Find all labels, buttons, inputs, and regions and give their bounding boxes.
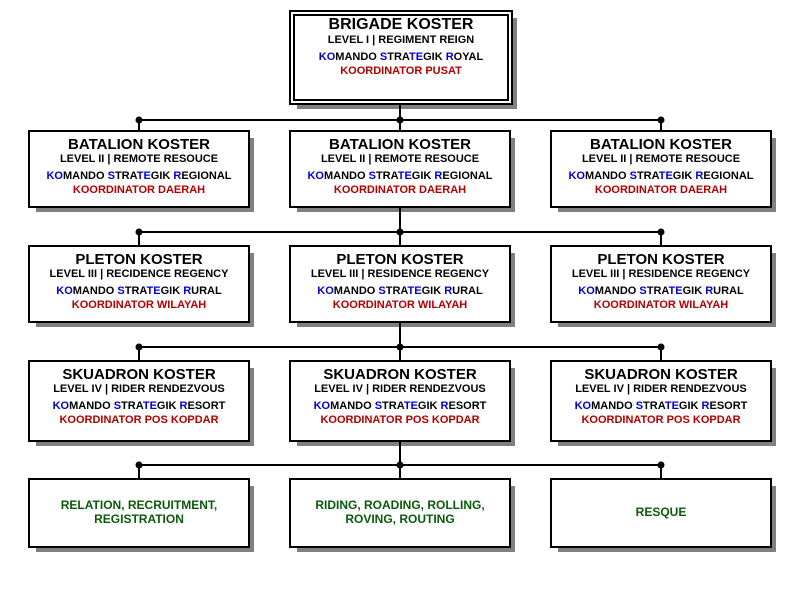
node-bottom-3: RESQUE — [550, 478, 772, 548]
pleton-sub: LEVEL III | RESIDENCE REGENCY — [558, 268, 764, 281]
skuadron-ko: KOMANDO STRATEGIK RESORT — [53, 400, 226, 413]
pleton-ko: KOMANDO STRATEGIK RURAL — [317, 285, 482, 298]
pleton-sub: LEVEL III | RECIDENCE REGENCY — [36, 268, 242, 281]
skuadron-ko: KOMANDO STRATEGIK RESORT — [575, 400, 748, 413]
skuadron-red: KOORDINATOR POS KOPDAR — [36, 414, 242, 427]
pleton-title: PLETON KOSTER — [36, 251, 242, 268]
pleton-ko: KOMANDO STRATEGIK RURAL — [56, 285, 221, 298]
batalion-ko: KOMANDO STRATEGIK REGIONAL — [568, 170, 753, 183]
pleton-red: KOORDINATOR WILAYAH — [36, 299, 242, 312]
node-bottom-1: RELATION, RECRUITMENT, REGISTRATION — [28, 478, 250, 548]
node-pleton-2: PLETON KOSTER LEVEL III | RESIDENCE REGE… — [289, 245, 511, 323]
skuadron-red: KOORDINATOR POS KOPDAR — [297, 414, 503, 427]
skuadron-ko: KOMANDO STRATEGIK RESORT — [314, 400, 487, 413]
batalion-title: BATALION KOSTER — [558, 136, 764, 153]
node-batalion-2: BATALION KOSTER LEVEL II | REMOTE RESOUC… — [289, 130, 511, 208]
node-skuadron-2: SKUADRON KOSTER LEVEL IV | RIDER RENDEZV… — [289, 360, 511, 442]
node-bottom-2: RIDING, ROADING, ROLLING, ROVING, ROUTIN… — [289, 478, 511, 548]
node-pleton-3: PLETON KOSTER LEVEL III | RESIDENCE REGE… — [550, 245, 772, 323]
brigade-title: BRIGADE KOSTER — [297, 16, 505, 34]
node-pleton-1: PLETON KOSTER LEVEL III | RECIDENCE REGE… — [28, 245, 250, 323]
skuadron-title: SKUADRON KOSTER — [297, 366, 503, 383]
bottom-label: RIDING, ROADING, ROLLING, ROVING, ROUTIN… — [297, 499, 503, 527]
brigade-sub: LEVEL I | REGIMENT REIGN — [297, 34, 505, 47]
pleton-sub: LEVEL III | RESIDENCE REGENCY — [297, 268, 503, 281]
batalion-red: KOORDINATOR DAERAH — [36, 184, 242, 197]
batalion-sub: LEVEL II | REMOTE RESOUCE — [297, 153, 503, 166]
batalion-ko: KOMANDO STRATEGIK REGIONAL — [46, 170, 231, 183]
node-brigade: BRIGADE KOSTER LEVEL I | REGIMENT REIGN … — [289, 10, 513, 105]
skuadron-sub: LEVEL IV | RIDER RENDEZVOUS — [558, 383, 764, 396]
brigade-ko: KOMANDO STRATEGIK ROYAL — [319, 51, 483, 64]
node-skuadron-3: SKUADRON KOSTER LEVEL IV | RIDER RENDEZV… — [550, 360, 772, 442]
batalion-ko: KOMANDO STRATEGIK REGIONAL — [307, 170, 492, 183]
node-batalion-3: BATALION KOSTER LEVEL II | REMOTE RESOUC… — [550, 130, 772, 208]
pleton-title: PLETON KOSTER — [558, 251, 764, 268]
node-skuadron-1: SKUADRON KOSTER LEVEL IV | RIDER RENDEZV… — [28, 360, 250, 442]
batalion-title: BATALION KOSTER — [297, 136, 503, 153]
batalion-sub: LEVEL II | REMOTE RESOUCE — [558, 153, 764, 166]
node-batalion-1: BATALION KOSTER LEVEL II | REMOTE RESOUC… — [28, 130, 250, 208]
skuadron-title: SKUADRON KOSTER — [36, 366, 242, 383]
batalion-title: BATALION KOSTER — [36, 136, 242, 153]
skuadron-red: KOORDINATOR POS KOPDAR — [558, 414, 764, 427]
skuadron-sub: LEVEL IV | RIDER RENDEZVOUS — [297, 383, 503, 396]
batalion-red: KOORDINATOR DAERAH — [558, 184, 764, 197]
skuadron-title: SKUADRON KOSTER — [558, 366, 764, 383]
pleton-ko: KOMANDO STRATEGIK RURAL — [578, 285, 743, 298]
pleton-red: KOORDINATOR WILAYAH — [558, 299, 764, 312]
batalion-sub: LEVEL II | REMOTE RESOUCE — [36, 153, 242, 166]
bottom-label: RELATION, RECRUITMENT, REGISTRATION — [36, 499, 242, 527]
brigade-red: KOORDINATOR PUSAT — [297, 65, 505, 78]
batalion-red: KOORDINATOR DAERAH — [297, 184, 503, 197]
pleton-red: KOORDINATOR WILAYAH — [297, 299, 503, 312]
bottom-label: RESQUE — [636, 506, 687, 520]
pleton-title: PLETON KOSTER — [297, 251, 503, 268]
skuadron-sub: LEVEL IV | RIDER RENDEZVOUS — [36, 383, 242, 396]
